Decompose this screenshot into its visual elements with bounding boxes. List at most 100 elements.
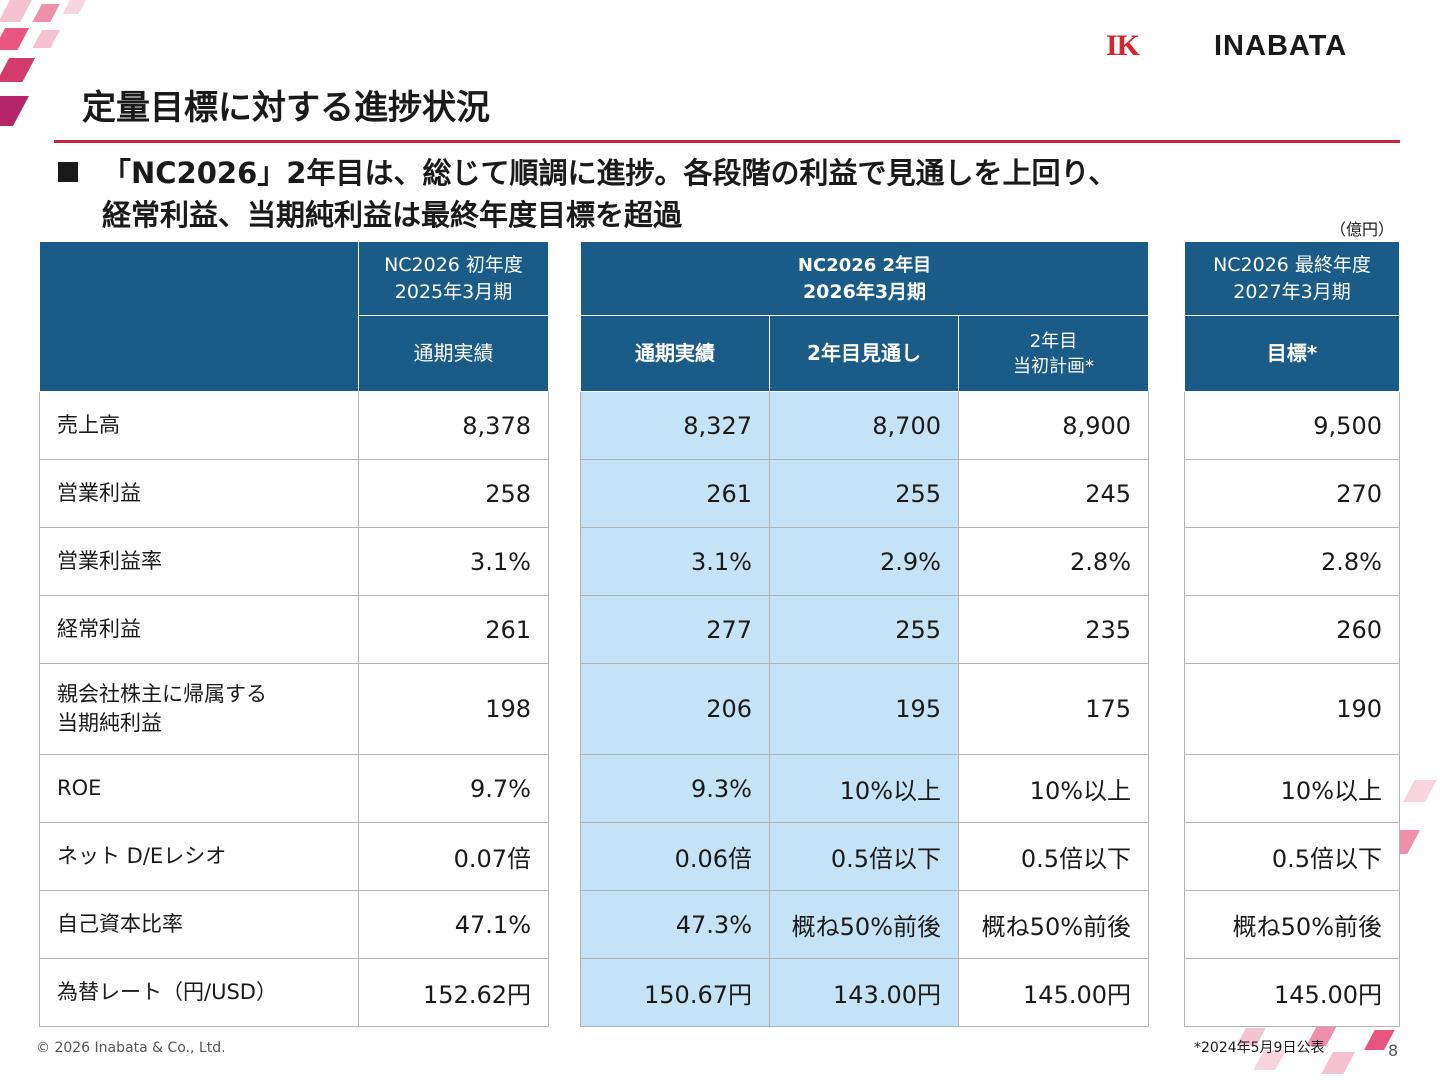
value-cell: 152.62円: [358, 958, 549, 1027]
row-label: ROE: [39, 754, 359, 823]
value-cell: 195: [769, 663, 959, 755]
group-header-fy2025: NC2026 初年度 2025年3月期: [358, 241, 549, 316]
value-cell: 198: [358, 663, 549, 755]
col-header-plan-line2: 当初計画*: [1013, 355, 1094, 377]
row-label: 営業利益率: [39, 527, 359, 596]
value-cell: 150.67円: [580, 958, 770, 1027]
decorative-pattern-bottom-right: [1400, 780, 1437, 914]
table-fy2025: NC2026 初年度 2025年3月期 通期実績 売上高 8,378 営業利益 258…: [39, 241, 549, 1027]
value-cell: 175: [957, 663, 1150, 755]
table-row: 3.1% 2.9% 2.8%: [580, 527, 1150, 596]
row-label: 売上高: [39, 391, 359, 460]
table-row: 270: [1184, 459, 1400, 528]
group-fy2025-line1: NC2026 初年度: [384, 253, 523, 276]
value-cell: 260: [1184, 595, 1400, 664]
table-row: 0.5倍以下: [1184, 822, 1400, 891]
table-fy2026: NC2026 2年目 2026年3月期 通期実績 2年目見通し 2年目 当初計画…: [579, 241, 1150, 1027]
value-cell: 143.00円: [769, 958, 959, 1027]
headline: 「NC2026」2年目は、総じて順調に進捗。各段階の利益で見通しを上回り、 経常…: [102, 152, 1117, 236]
value-cell: 245: [957, 459, 1150, 528]
value-cell: 9,500: [1184, 391, 1400, 460]
row-label: 自己資本比率: [39, 890, 359, 959]
value-cell: 2.9%: [769, 527, 959, 596]
row-label: 為替レート（円/USD）: [39, 958, 359, 1027]
table-row: 9,500: [1184, 391, 1400, 460]
table-row: ネット D/Eレシオ 0.07倍: [39, 822, 549, 891]
group-fy2026-line1: NC2026 2年目: [797, 254, 932, 276]
value-cell: 145.00円: [957, 958, 1150, 1027]
table-row: 47.3% 概ね50%前後 概ね50%前後: [580, 890, 1150, 959]
table-row: 150.67円 143.00円 145.00円: [580, 958, 1150, 1027]
value-cell: 概ね50%前後: [769, 890, 959, 959]
value-cell: 206: [580, 663, 770, 755]
row-label: 営業利益: [39, 459, 359, 528]
row-label-line2: 当期純利益: [57, 711, 162, 735]
table-row: 営業利益率 3.1%: [39, 527, 549, 596]
row-label-line1: 売上高: [57, 413, 120, 437]
row-label-line1: ROE: [57, 776, 102, 800]
copyright: © 2026 Inabata & Co., Ltd.: [36, 1040, 226, 1056]
row-label-line1: 自己資本比率: [57, 912, 183, 936]
table-row: 206 195 175: [580, 663, 1150, 755]
decorative-pattern-bottom: [1236, 1026, 1395, 1074]
table-row: 売上高 8,378: [39, 391, 549, 460]
table-row: 261 255 245: [580, 459, 1150, 528]
headline-line-1: 「NC2026」2年目は、総じて順調に進捗。各段階の利益で見通しを上回り、: [102, 156, 1118, 190]
table-row: 277 255 235: [580, 595, 1150, 664]
table-row: 為替レート（円/USD） 152.62円: [39, 958, 549, 1027]
header-blank: [39, 241, 359, 392]
logo-mark: IK: [1106, 29, 1140, 62]
value-cell: 0.5倍以下: [957, 822, 1150, 891]
table-row: 190: [1184, 663, 1400, 755]
group-fy2027-line1: NC2026 最終年度: [1213, 253, 1371, 276]
row-label: 経常利益: [39, 595, 359, 664]
value-cell: 235: [957, 595, 1150, 664]
value-cell: 270: [1184, 459, 1400, 528]
table-row: 概ね50%前後: [1184, 890, 1400, 959]
value-cell: 47.3%: [580, 890, 770, 959]
value-cell: 概ね50%前後: [1184, 890, 1400, 959]
value-cell: 8,378: [358, 391, 549, 460]
value-cell: 0.07倍: [358, 822, 549, 891]
value-cell: 261: [580, 459, 770, 528]
value-cell: 261: [358, 595, 549, 664]
col-header-fy2026-actual: 通期実績: [580, 315, 770, 392]
value-cell: 2.8%: [1184, 527, 1400, 596]
col-header-fy2025-actual: 通期実績: [358, 315, 549, 392]
row-label-line1: ネット D/Eレシオ: [57, 844, 227, 868]
value-cell: 145.00円: [1184, 958, 1400, 1027]
col-header-fy2026-plan: 2年目 当初計画*: [957, 315, 1150, 392]
col-header-fy2026-forecast: 2年目見通し: [769, 315, 959, 392]
table-row: 経常利益 261: [39, 595, 549, 664]
group-header-fy2027: NC2026 最終年度 2027年3月期: [1184, 241, 1400, 316]
table-row: 営業利益 258: [39, 459, 549, 528]
row-label: ネット D/Eレシオ: [39, 822, 359, 891]
value-cell: 47.1%: [358, 890, 549, 959]
page-title: 定量目標に対する進捗状況: [82, 88, 490, 128]
value-cell: 8,700: [769, 391, 959, 460]
headline-line-2: 経常利益、当期純利益は最終年度目標を超過: [102, 198, 683, 232]
table-row: 自己資本比率 47.1%: [39, 890, 549, 959]
value-cell: 9.7%: [358, 754, 549, 823]
group-header-fy2026: NC2026 2年目 2026年3月期: [579, 241, 1150, 316]
value-cell: 10%以上: [769, 754, 959, 823]
value-cell: 8,327: [580, 391, 770, 460]
col-header-plan-line1: 2年目: [1029, 330, 1078, 352]
value-cell: 10%以上: [957, 754, 1150, 823]
decorative-pattern-top-left: [0, 0, 86, 126]
value-cell: 277: [580, 595, 770, 664]
title-divider: [54, 140, 1400, 143]
group-fy2026-line2: 2026年3月期: [802, 280, 927, 303]
table-row: ROE 9.7%: [39, 754, 549, 823]
table-row: 0.06倍 0.5倍以下 0.5倍以下: [580, 822, 1150, 891]
value-cell: 3.1%: [358, 527, 549, 596]
footnote: *2024年5月9日公表: [1194, 1040, 1325, 1056]
value-cell: 3.1%: [580, 527, 770, 596]
value-cell: 10%以上: [1184, 754, 1400, 823]
row-label-line1: 為替レート（円/USD）: [57, 980, 277, 1004]
unit-label: （億円）: [1330, 220, 1395, 239]
value-cell: 0.5倍以下: [1184, 822, 1400, 891]
table-row: 9.3% 10%以上 10%以上: [580, 754, 1150, 823]
table-row: 8,327 8,700 8,900: [580, 391, 1150, 460]
value-cell: 8,900: [957, 391, 1150, 460]
